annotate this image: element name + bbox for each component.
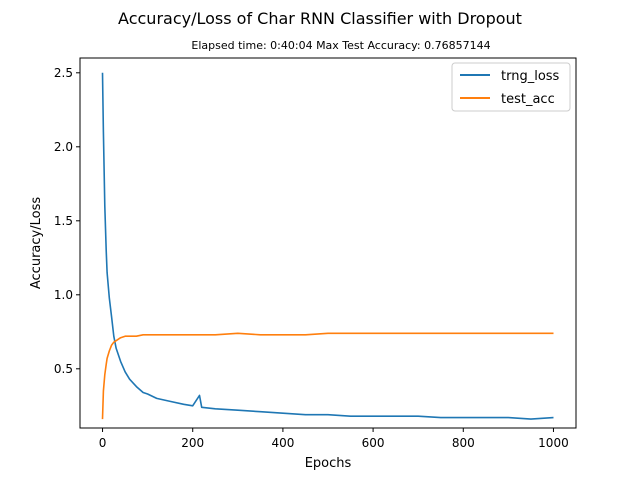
x-tick-label: 200 — [181, 436, 204, 450]
y-tick-label: 1.0 — [54, 288, 73, 302]
chart-title: Accuracy/Loss of Char RNN Classifier wit… — [118, 9, 522, 28]
legend-label-test-acc: test_acc — [501, 92, 555, 107]
x-tick-label: 0 — [99, 436, 107, 450]
plot-lines — [101, 72, 554, 420]
legend-label-trng-loss: trng_loss — [501, 69, 560, 84]
x-tick-label: 400 — [271, 436, 294, 450]
series-line-trng-loss — [101, 72, 554, 420]
x-tick-label: 600 — [362, 436, 385, 450]
y-axis: 0.5 1.0 1.5 2.0 2.5 — [54, 66, 80, 376]
x-axis: 0 200 400 600 800 1000 — [99, 428, 569, 450]
x-axis-label: Epochs — [305, 456, 352, 471]
x-tick-label: 1000 — [538, 436, 569, 450]
y-tick-label: 2.5 — [54, 66, 73, 80]
y-tick-label: 0.5 — [54, 362, 73, 376]
plot-area-frame — [79, 57, 577, 429]
y-tick-label: 1.5 — [54, 214, 73, 228]
y-tick-label: 2.0 — [54, 140, 73, 154]
series-line-test-acc — [101, 332, 554, 420]
chart-subtitle: Elapsed time: 0:40:04 Max Test Accuracy:… — [191, 39, 490, 52]
x-tick-label: 800 — [452, 436, 475, 450]
legend: trng_loss test_acc — [451, 62, 571, 112]
y-axis-label: Accuracy/Loss — [29, 197, 44, 289]
